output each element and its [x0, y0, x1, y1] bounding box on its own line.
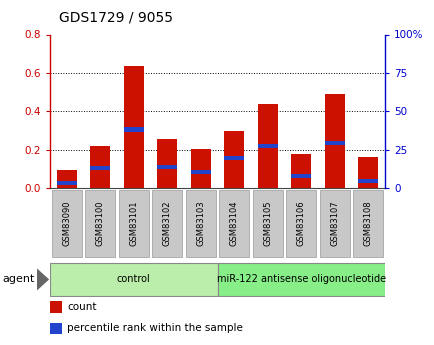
Bar: [123, 66, 144, 188]
Bar: [290, 155, 311, 188]
Text: miR-122 antisense oligonucleotide: miR-122 antisense oligonucleotide: [216, 275, 385, 284]
Bar: [157, 165, 177, 169]
Text: GSM83102: GSM83102: [162, 201, 171, 246]
Text: GSM83105: GSM83105: [263, 201, 272, 246]
Bar: [123, 127, 144, 131]
Bar: [90, 166, 110, 170]
Bar: [357, 179, 378, 183]
FancyBboxPatch shape: [50, 263, 217, 296]
Bar: [157, 139, 177, 188]
Bar: [50, 323, 62, 334]
Polygon shape: [37, 268, 49, 290]
Bar: [90, 146, 110, 188]
Text: percentile rank within the sample: percentile rank within the sample: [67, 323, 243, 333]
Text: GSM83103: GSM83103: [196, 200, 205, 246]
Text: GSM83100: GSM83100: [95, 201, 105, 246]
FancyBboxPatch shape: [217, 263, 384, 296]
Text: GSM83090: GSM83090: [62, 201, 71, 246]
Text: control: control: [117, 275, 150, 284]
Text: GSM83108: GSM83108: [363, 200, 372, 246]
Text: GSM83104: GSM83104: [229, 201, 238, 246]
Text: GSM83101: GSM83101: [129, 201, 138, 246]
Bar: [190, 170, 210, 174]
Text: GDS1729 / 9055: GDS1729 / 9055: [59, 10, 172, 24]
Bar: [190, 149, 210, 188]
Bar: [324, 94, 344, 188]
Bar: [257, 104, 277, 188]
Bar: [56, 170, 77, 188]
Bar: [50, 301, 62, 313]
Text: GSM83107: GSM83107: [329, 200, 339, 246]
Text: count: count: [67, 302, 97, 312]
Text: agent: agent: [2, 275, 34, 284]
Bar: [324, 141, 344, 145]
Bar: [357, 157, 378, 188]
Bar: [56, 181, 77, 185]
Bar: [257, 144, 277, 148]
Bar: [224, 131, 244, 188]
Bar: [224, 156, 244, 160]
Bar: [290, 174, 311, 178]
Text: GSM83106: GSM83106: [296, 200, 305, 246]
